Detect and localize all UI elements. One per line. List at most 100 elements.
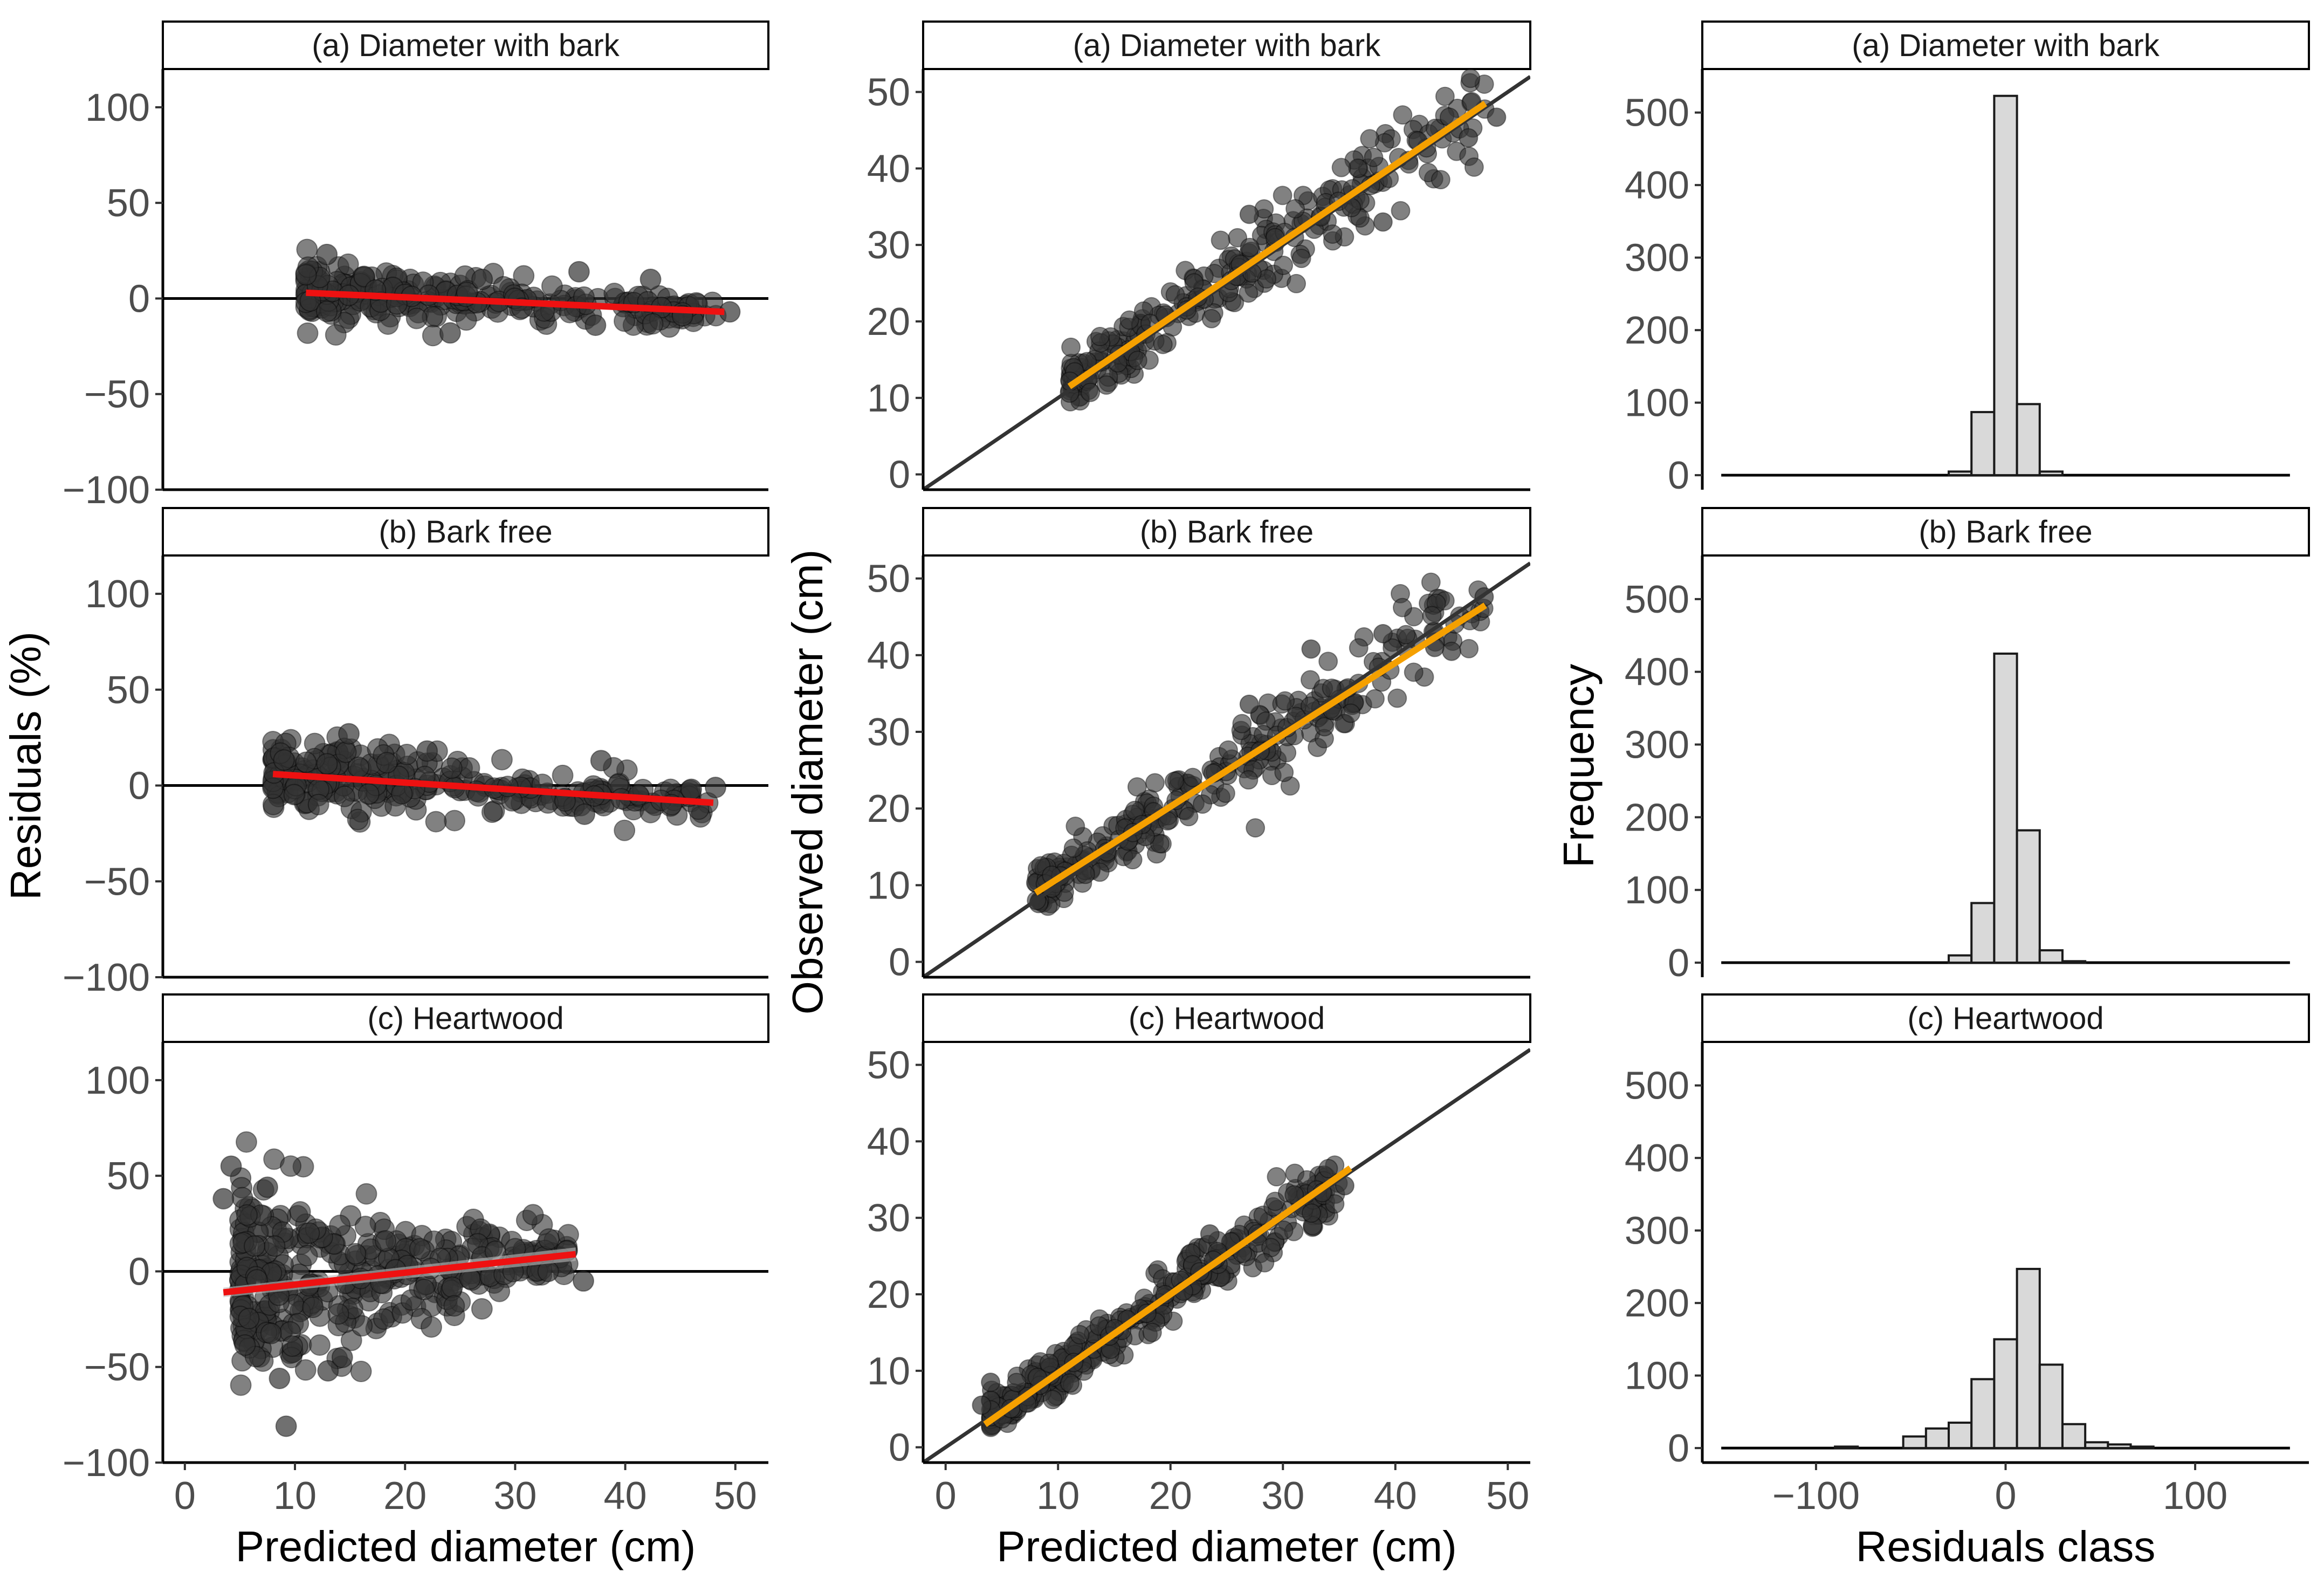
y-tick-label: 200	[1625, 796, 1689, 839]
plot-area	[163, 238, 768, 347]
plot-area	[1721, 1267, 2290, 1450]
y-tick-label: 0	[1668, 454, 1689, 497]
y-tick-label: 10	[867, 864, 910, 907]
y-tick-label: 20	[867, 1273, 910, 1316]
y-tick-label: 100	[85, 1059, 150, 1102]
y-tick-label: 0	[1668, 1427, 1689, 1470]
y-axis-title: Residuals (%)	[2, 632, 50, 900]
plot-area	[923, 1048, 1530, 1463]
data-point	[522, 1204, 544, 1226]
plot-area	[1721, 94, 2290, 477]
data-point	[1391, 201, 1411, 221]
y-tick-label: 500	[1625, 92, 1689, 135]
data-point	[260, 1322, 282, 1344]
data-point	[1193, 794, 1213, 814]
facet-strip-label: (b) Bark free	[1140, 514, 1314, 550]
data-point	[1200, 1224, 1220, 1244]
data-point	[1301, 639, 1321, 659]
data-point	[396, 743, 418, 765]
facet-strip-label: (a) Diameter with bark	[1073, 28, 1381, 63]
data-point	[1364, 147, 1384, 167]
x-tick-label: 10	[1036, 1474, 1080, 1518]
data-point	[568, 260, 590, 283]
data-point	[1165, 285, 1185, 305]
y-tick-label: 0	[889, 1426, 910, 1470]
facet-strip	[162, 20, 769, 70]
data-point	[1274, 1220, 1294, 1240]
histogram-bar	[2016, 403, 2041, 477]
data-point	[1459, 639, 1479, 658]
fit-line	[1067, 100, 1487, 389]
data-point	[680, 778, 703, 800]
data-point	[443, 1295, 465, 1317]
data-point	[354, 1216, 376, 1238]
histogram-bar	[1970, 1378, 1996, 1450]
data-point	[212, 1188, 235, 1210]
data-point	[325, 324, 347, 346]
panel-residuals-3: (c) Heartwood −100 −50 0 50 100 0 10 20 30 40 50	[63, 993, 769, 1518]
facet-strip-label: (c) Heartwood	[367, 1001, 563, 1036]
data-point	[1065, 816, 1085, 836]
histogram-bar	[1948, 1422, 1973, 1450]
data-point	[355, 1183, 377, 1205]
plot-area	[923, 561, 1530, 977]
data-point	[409, 1238, 431, 1260]
histogram-bar	[2084, 1441, 2109, 1450]
data-point	[1127, 351, 1147, 370]
facet-strip-label: (a) Diameter with bark	[1852, 28, 2160, 63]
data-point	[1267, 1167, 1287, 1187]
data-point	[1300, 670, 1320, 690]
y-tick-label: 0	[128, 1250, 150, 1293]
data-point	[1442, 641, 1462, 661]
facet-strip-label: (a) Diameter with bark	[312, 28, 620, 63]
data-point	[1164, 771, 1184, 791]
y-tick-label: 0	[128, 277, 150, 320]
y-tick-label: 0	[889, 941, 910, 984]
data-point	[283, 784, 305, 806]
y-tick-label: −50	[84, 1346, 150, 1389]
y-tick-label: −100	[63, 469, 150, 512]
data-point	[1215, 783, 1235, 803]
data-point	[1365, 689, 1385, 709]
y-tick-label: 500	[1625, 578, 1689, 621]
histogram-bar	[1924, 1427, 1950, 1450]
panel-histogram-2: (b) Bark free 0 100 200 300 400 500	[1625, 507, 2310, 985]
y-tick-label: 50	[107, 182, 150, 225]
plot-area	[163, 723, 768, 841]
trend-line	[272, 771, 714, 806]
histogram-bar	[2038, 949, 2064, 964]
data-point	[230, 1374, 252, 1396]
y-tick-label: 300	[1625, 1210, 1689, 1253]
facet-strip	[1701, 20, 2310, 70]
data-point	[1096, 375, 1116, 395]
data-point	[1063, 838, 1083, 858]
y-tick-label: 40	[867, 1120, 910, 1163]
data-point	[1081, 382, 1101, 402]
facet-strip-label: (b) Bark free	[1919, 514, 2092, 550]
y-tick-label: 20	[867, 787, 910, 831]
facet-strip-label: (c) Heartwood	[1907, 1001, 2103, 1036]
data-point	[1387, 688, 1407, 708]
y-tick-label: 40	[867, 634, 910, 677]
data-point	[238, 1308, 260, 1330]
data-point	[413, 1278, 435, 1300]
data-point	[1274, 256, 1294, 276]
x-tick-label: 20	[383, 1474, 427, 1518]
histogram-bar	[2061, 960, 2087, 964]
data-point	[471, 269, 493, 290]
y-tick-label: 50	[867, 1044, 910, 1087]
data-point	[376, 752, 398, 774]
data-point	[234, 1334, 256, 1356]
data-point	[337, 253, 359, 275]
data-point	[1340, 703, 1360, 723]
data-point	[1239, 770, 1259, 790]
y-tick-label: 0	[889, 454, 910, 497]
histogram-bar	[2016, 1267, 2041, 1450]
histogram-bar	[1993, 653, 2018, 964]
data-point	[350, 1361, 372, 1383]
data-point	[273, 749, 295, 771]
data-point	[353, 265, 375, 287]
data-point	[1275, 691, 1295, 711]
data-point	[297, 322, 319, 344]
